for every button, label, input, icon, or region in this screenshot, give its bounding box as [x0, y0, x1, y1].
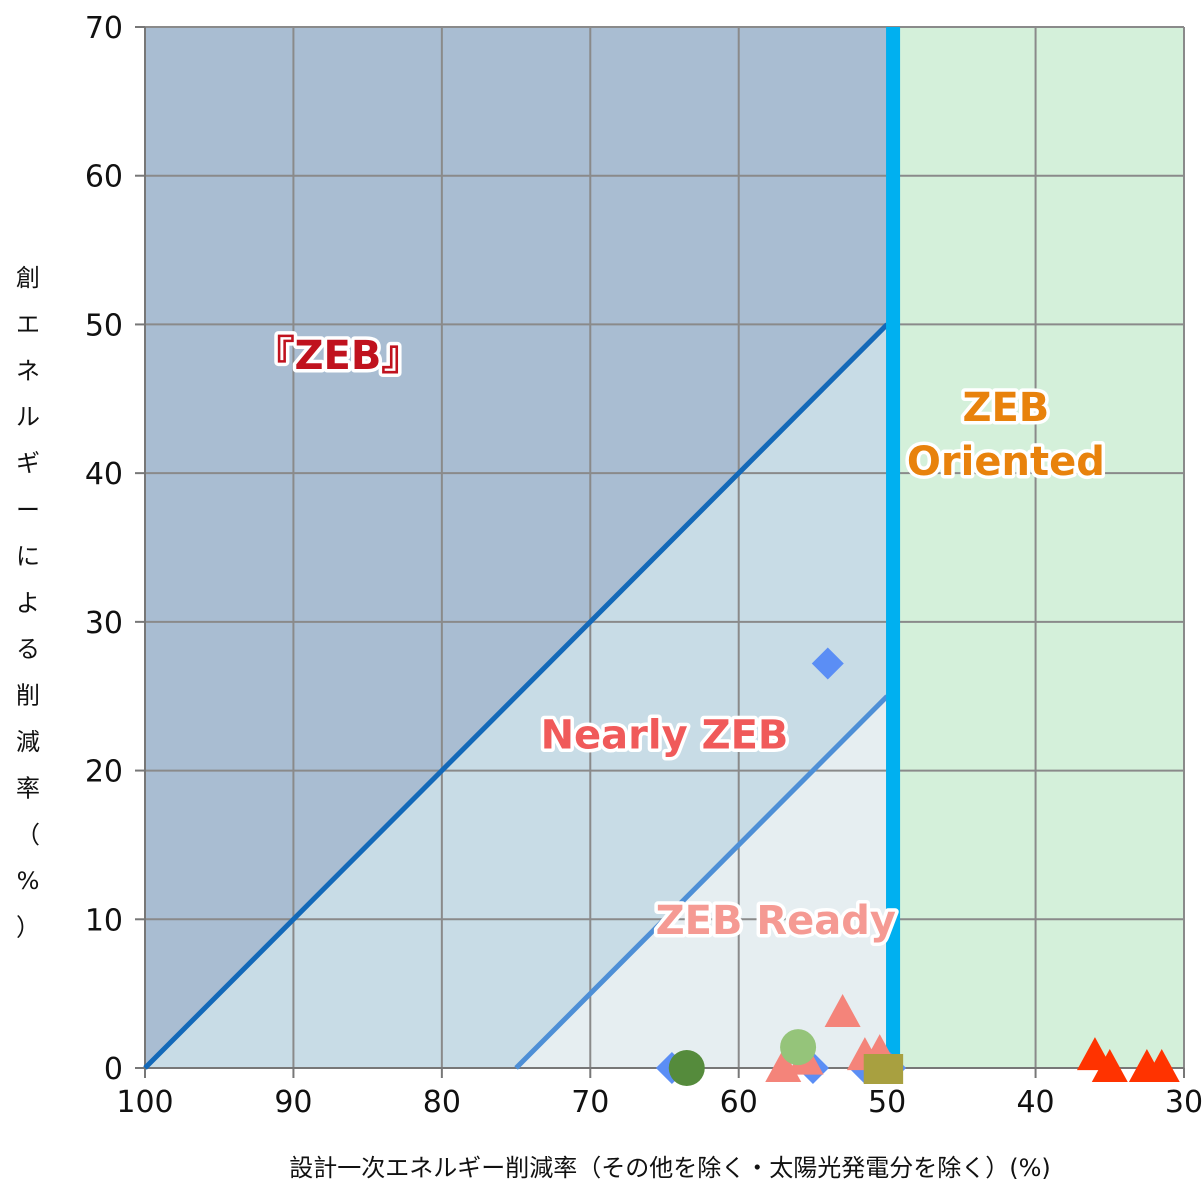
- y-axis-title-char: 率: [16, 774, 40, 802]
- y-tick-label: 40: [85, 457, 123, 492]
- y-axis-title-char: 創: [16, 264, 40, 292]
- y-tick-label: 0: [104, 1052, 123, 1087]
- y-axis-title-char: エ: [16, 310, 40, 338]
- y-tick-label: 60: [85, 160, 123, 195]
- boundary-lines: [143, 27, 901, 1070]
- x-tick-label: 100: [116, 1085, 173, 1120]
- zeb-oriented-region: [893, 27, 1184, 1068]
- x-tick-label: 50: [868, 1085, 906, 1120]
- zeb-ready-label: ZEB Ready: [656, 898, 896, 944]
- y-axis-title-char: 減: [16, 728, 40, 756]
- y-axis-title-char: ー: [16, 496, 40, 524]
- y-axis-title-char: ネ: [16, 357, 40, 385]
- y-tick-label: 50: [85, 308, 123, 343]
- y-axis-title-char: （: [16, 821, 40, 849]
- x-tick-label: 80: [423, 1085, 461, 1120]
- x-tick-label: 60: [720, 1085, 758, 1120]
- y-tick-label: 20: [85, 755, 123, 790]
- zeb-oriented-label-line: Oriented: [907, 439, 1105, 485]
- y-tick-label: 30: [85, 606, 123, 641]
- region-labels: 『ZEB』 Nearly ZEB ZEB Ready ZEB Oriented: [251, 330, 1108, 948]
- axis-ticks: 100 90 80 70 60 50 40 30 0 10 20 30 40 50 60 70: [85, 11, 1203, 1120]
- zeb-boundary-line: [143, 322, 889, 1070]
- triangle-point: [1143, 1049, 1180, 1082]
- triangle-point: [824, 993, 861, 1027]
- zeb-oriented-label-line: ZEB: [962, 385, 1049, 431]
- y-axis-title-char: に: [16, 542, 40, 570]
- square-point: [871, 1054, 904, 1084]
- circle-point: [780, 1029, 817, 1066]
- y-tick-label: 70: [85, 11, 123, 46]
- y-axis-title-char: 削: [16, 682, 40, 710]
- x-tick-label: 70: [571, 1085, 609, 1120]
- x-axis-title: 設計一次エネルギー削減率（その他を除く・太陽光発電分を除く）(%): [289, 1154, 1051, 1182]
- y-axis-title-char: ）: [16, 914, 40, 942]
- y-axis-title-char: よ: [16, 589, 40, 617]
- x-tick-label: 30: [1165, 1085, 1203, 1120]
- y-tick-label: 10: [85, 903, 123, 938]
- y-axis-title-char: る: [16, 635, 40, 663]
- nearly-zeb-boundary-line: [514, 694, 889, 1070]
- circle-point: [668, 1050, 705, 1086]
- zeb-label: 『ZEB』: [255, 333, 422, 379]
- data-points: [655, 647, 1180, 1086]
- x-tick-label: 40: [1016, 1085, 1054, 1120]
- diamond-point: [811, 647, 844, 680]
- y-axis-title-char: ギ: [16, 450, 40, 478]
- y-axis-title-char: ル: [16, 403, 40, 431]
- zeb-oriented-label: ZEB Oriented: [907, 385, 1105, 485]
- triangle-point: [1091, 1049, 1128, 1082]
- nearly-zeb-label: Nearly ZEB: [541, 712, 789, 758]
- x-tick-label: 90: [274, 1085, 312, 1120]
- y-axis-title-char: %: [17, 867, 40, 895]
